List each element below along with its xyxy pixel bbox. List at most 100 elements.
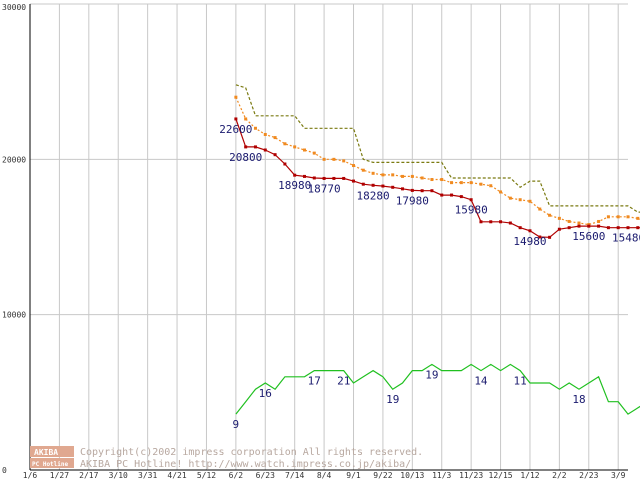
data-label-shop_count: 19 [425, 368, 438, 381]
x-tick-label: 2/2 [552, 471, 567, 480]
point-avg_price [391, 173, 395, 177]
point-avg_price [253, 126, 257, 130]
point-min_price [538, 235, 542, 239]
copyright-line-1: Copyright(c)2002 impress corporation All… [80, 447, 423, 458]
point-avg_price [606, 215, 610, 219]
point-min_price [606, 226, 610, 230]
point-min_price [567, 226, 571, 230]
point-avg_price [440, 178, 444, 182]
x-tick-label: 2/23 [579, 471, 598, 480]
point-avg_price [234, 95, 238, 99]
point-min_price [391, 185, 395, 189]
series-line-max_price [235, 84, 640, 213]
point-min_price [587, 224, 591, 228]
series-line-avg_price [235, 96, 640, 226]
point-min_price [410, 188, 414, 192]
data-label-shop_count: 11 [514, 375, 527, 388]
point-avg_price [352, 164, 356, 168]
data-label-shop_count: 16 [259, 387, 272, 400]
data-label-min_price: 15600 [572, 230, 605, 243]
point-min_price [273, 153, 277, 157]
x-tick-label: 5/12 [197, 471, 216, 480]
point-avg_price [361, 168, 365, 172]
point-avg_price [302, 148, 306, 152]
copyright-line-2: AKIBA PC Hotline! http://www.watch.impre… [80, 459, 411, 470]
axes [29, 4, 628, 471]
logo-text-top: AKIBA [34, 448, 58, 457]
y-axis-tick-labels: 0 10000 20000 30000 [2, 3, 26, 475]
point-min_price [361, 182, 365, 186]
point-min_price [508, 221, 512, 225]
point-avg_price [489, 184, 493, 188]
point-min_price [283, 162, 287, 166]
point-avg_price [577, 221, 581, 225]
point-min_price [234, 117, 238, 121]
point-avg_price [263, 132, 267, 136]
point-min_price [253, 145, 257, 149]
point-avg_price [587, 223, 591, 227]
point-min_price [322, 176, 326, 180]
y-tick-label: 30000 [2, 3, 26, 12]
point-min_price [430, 189, 434, 193]
point-min_price [557, 227, 561, 231]
data-label-min_price: 18280 [357, 189, 390, 202]
logo-text-bottom: PC Hotline [32, 461, 69, 468]
y-tick-label: 20000 [2, 155, 26, 164]
data-label-shop_count: 14 [474, 375, 488, 388]
point-avg_price [469, 181, 473, 185]
x-tick-label: 8/4 [317, 471, 332, 480]
point-min_price [548, 235, 552, 239]
data-label-shop_count: 21 [337, 375, 350, 388]
point-avg_price [528, 199, 532, 203]
point-avg_price [312, 151, 316, 155]
point-min_price [479, 220, 483, 224]
point-avg_price [420, 176, 424, 180]
point-min_price [577, 224, 581, 228]
point-avg_price [459, 181, 463, 185]
x-tick-label: 2/17 [79, 471, 98, 480]
point-avg_price [557, 216, 561, 220]
point-avg_price [244, 117, 248, 121]
data-label-min_price: 22600 [219, 123, 252, 136]
point-avg_price [499, 190, 503, 194]
x-tick-label: 3/10 [109, 471, 128, 480]
point-avg_price [567, 219, 571, 223]
point-avg_price [371, 171, 375, 175]
point-min_price [342, 176, 346, 180]
point-min_price [352, 179, 356, 183]
point-min_price [244, 145, 248, 149]
point-avg_price [332, 157, 336, 161]
data-label-shop_count: 9 [233, 418, 240, 431]
point-avg_price [626, 215, 630, 219]
point-min_price [459, 195, 463, 199]
point-avg_price [322, 157, 326, 161]
logo-background-bottom [30, 458, 74, 468]
point-min_price [401, 187, 405, 191]
x-axis-tick-labels: 1/6 1/27 2/17 3/10 3/31 4/21 5/12 6/2 6/23 7/14 8/… [23, 471, 626, 480]
data-label-shop_count: 19 [386, 393, 399, 406]
data-label-min_price: 15980 [455, 204, 488, 217]
point-avg_price [450, 181, 454, 185]
point-min_price [263, 148, 267, 152]
point-min_price [597, 224, 601, 228]
x-tick-label: 1/12 [520, 471, 539, 480]
y-tick-label: 10000 [2, 311, 26, 320]
point-avg_price [518, 198, 522, 202]
point-avg_price [283, 142, 287, 146]
point-min_price [636, 226, 640, 230]
x-tick-label: 6/23 [256, 471, 275, 480]
logo-background-top [30, 446, 74, 457]
x-tick-label: 1/27 [50, 471, 69, 480]
point-min_price [312, 176, 316, 180]
point-avg_price [508, 196, 512, 200]
point-min_price [293, 173, 297, 177]
point-avg_price [479, 182, 483, 186]
point-min_price [420, 189, 424, 193]
point-min_price [469, 198, 473, 202]
data-label-min_price: 17980 [396, 194, 429, 207]
x-tick-label: 11/23 [459, 471, 483, 480]
point-avg_price [430, 178, 434, 182]
point-min_price [332, 176, 336, 180]
point-min_price [440, 193, 444, 197]
point-avg_price [381, 173, 385, 177]
